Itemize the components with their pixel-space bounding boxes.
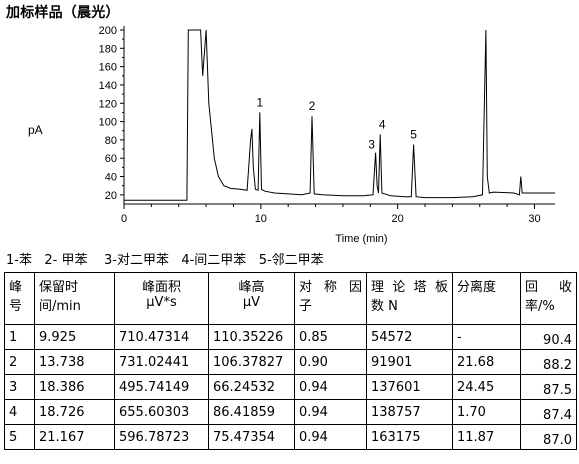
y-tick-label: 160 <box>99 62 117 74</box>
y-tick-label: 60 <box>105 153 117 165</box>
peak-label: 5 <box>410 127 417 141</box>
header-line: 对 称 因 <box>299 280 362 295</box>
header-line: 峰高 <box>238 280 265 295</box>
header-line: 保留时 <box>39 280 79 295</box>
x-tick-label: 20 <box>392 213 404 225</box>
table-cell: 4 <box>4 399 35 425</box>
table-cell: 0.85 <box>294 324 367 350</box>
table-cell: 110.35226 <box>208 324 295 350</box>
table-cell: 0.90 <box>294 349 367 375</box>
table-cell: 75.47354 <box>208 424 295 450</box>
table-row: 1 9.925 710.47314 110.35226 0.85 54572-90.4 <box>4 324 577 350</box>
table-cell: 90.4 <box>520 324 577 350</box>
y-tick-label: 200 <box>99 25 117 37</box>
y-tick-label: 80 <box>105 135 117 147</box>
peak-legend: 1-苯 2- 甲苯 3-对二甲苯 4-间二甲苯 5-邻二甲苯 <box>6 253 324 268</box>
header-line: 数 N <box>371 299 398 314</box>
table-cell: 18.386 <box>34 374 115 400</box>
table-header-cell: 分离度 <box>452 272 521 325</box>
page-title: 加标样品（晨光） <box>6 5 120 21</box>
table-header-cell: 对 称 因子 <box>294 272 367 325</box>
table-row: 4 18.726 655.60303 86.41859 0.94 138757 1.70 87… <box>4 399 577 425</box>
table-cell: 91901 <box>366 349 453 375</box>
table-cell: 88.2 <box>520 349 577 375</box>
table-cell: 21.167 <box>34 424 115 450</box>
plot-area <box>124 29 555 201</box>
table-row: 5 21.167 596.78723 75.47354 0.94 163175 11.87 8… <box>4 424 577 450</box>
x-axis: 0 10 20 30 Time (min) <box>121 203 555 245</box>
table-cell: 710.47314 <box>114 324 209 350</box>
header-line: μV*s <box>146 295 177 310</box>
table-cell: 21.68 <box>452 349 521 375</box>
table-header-cell: 峰高 μV <box>208 272 295 325</box>
y-tick-label: 180 <box>99 43 117 55</box>
table-cell: 106.37827 <box>208 349 295 375</box>
table-cell: 54572 <box>366 324 453 350</box>
table-cell: 138757 <box>366 399 453 425</box>
table-cell: 87.4 <box>520 399 577 425</box>
table-cell: - <box>452 324 521 350</box>
x-tick-label: 10 <box>255 213 267 225</box>
table-cell: 5 <box>4 424 35 450</box>
table-cell: 87.0 <box>520 424 577 450</box>
header-line: 理论塔板 <box>371 280 448 295</box>
y-tick-label: 120 <box>99 98 117 110</box>
table-header-cell: 峰面积 μV*s <box>114 272 209 325</box>
table-row: 2 13.738 731.02441 106.37827 0.90 91901 21.68 8… <box>4 349 577 375</box>
peak-label: 2 <box>309 99 316 113</box>
table-cell: 0.94 <box>294 374 367 400</box>
y-tick-label: 40 <box>105 172 117 184</box>
header-line: 号 <box>9 299 23 314</box>
x-tick-label: 0 <box>121 213 127 225</box>
y-tick-label: 140 <box>99 80 117 92</box>
table-cell: 655.60303 <box>114 399 209 425</box>
header-line: 分离度 <box>457 280 497 295</box>
header-line: 率/% <box>525 299 555 314</box>
peak-label: 3 <box>368 138 375 152</box>
table-cell: 1.70 <box>452 399 521 425</box>
results-table: 峰号保留时 间/min 峰面积 μV*s 峰高 μV 对 称 因子理论塔板数 N 分离度回 收… <box>4 272 577 450</box>
table-cell: 0.94 <box>294 424 367 450</box>
chromatogram-trace <box>124 29 555 201</box>
table-cell: 24.45 <box>452 374 521 400</box>
table-row: 3 18.386 495.74149 66.24532 0.94 137601 24.45 8… <box>4 374 577 400</box>
table-cell: 3 <box>4 374 35 400</box>
table-cell: 11.87 <box>452 424 521 450</box>
peak-label: 4 <box>379 117 386 131</box>
table-cell: 596.78723 <box>114 424 209 450</box>
y-tick-label: 100 <box>99 117 117 129</box>
table-cell: 163175 <box>366 424 453 450</box>
table-cell: 137601 <box>366 374 453 400</box>
header-line: μV <box>242 295 261 310</box>
chromatogram-chart: 20 40 60 80 100 120 140 160 180 200 pA 0 10 20 30 Time… <box>28 25 555 245</box>
peak-label: 1 <box>256 95 263 109</box>
y-axis: 20 40 60 80 100 120 140 160 180 200 pA <box>28 25 125 204</box>
table-cell: 1 <box>4 324 35 350</box>
table-cell: 86.41859 <box>208 399 295 425</box>
header-line: 回 收 <box>525 280 572 295</box>
x-tick-label: 30 <box>528 213 540 225</box>
table-cell: 731.02441 <box>114 349 209 375</box>
table-cell: 495.74149 <box>114 374 209 400</box>
table-cell: 87.5 <box>520 374 577 400</box>
header-line: 子 <box>299 299 313 314</box>
table-cell: 66.24532 <box>208 374 295 400</box>
peak-labels: 1 2 34 5 <box>256 95 417 151</box>
table-header-cell: 理论塔板数 N <box>366 272 453 325</box>
table-cell: 0.94 <box>294 399 367 425</box>
table-header-cell: 峰号 <box>4 272 35 325</box>
y-tick-label: 20 <box>105 190 117 202</box>
table-header-row: 峰号保留时 间/min 峰面积 μV*s 峰高 μV 对 称 因子理论塔板数 N 分离度回 收… <box>4 272 577 325</box>
table-cell: 2 <box>4 349 35 375</box>
header-line: 峰面积 <box>141 280 181 295</box>
table-cell: 18.726 <box>34 399 115 425</box>
table-cell: 9.925 <box>34 324 115 350</box>
header-line: 峰 <box>9 280 23 295</box>
table-header-cell: 回 收率/% <box>520 272 577 325</box>
table-cell: 13.738 <box>34 349 115 375</box>
header-line: 间/min <box>39 299 81 314</box>
table-header-cell: 保留时间/min <box>34 272 115 325</box>
x-axis-title: Time (min) <box>335 233 387 245</box>
y-axis-title: pA <box>28 123 43 137</box>
